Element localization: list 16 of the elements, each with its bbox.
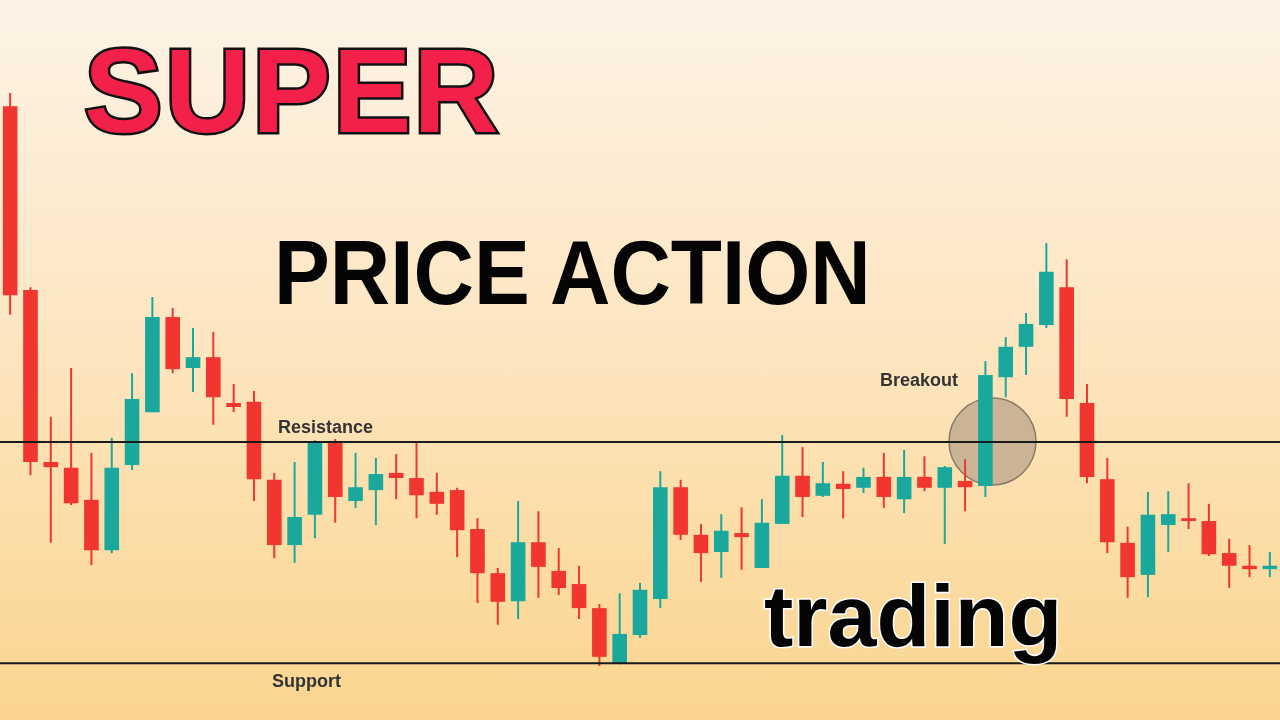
ref-line-label: Resistance bbox=[278, 416, 374, 437]
candlestick bbox=[917, 455, 932, 493]
candlestick bbox=[490, 567, 506, 626]
candlestick bbox=[673, 478, 688, 541]
candlestick bbox=[1221, 537, 1237, 590]
candlestick bbox=[531, 510, 546, 599]
candlestick bbox=[348, 451, 363, 509]
candlestick bbox=[856, 466, 871, 494]
annotation: trading bbox=[764, 566, 1063, 665]
candlestick bbox=[1181, 482, 1196, 531]
text: PRICE ACTION bbox=[274, 223, 871, 323]
annotation: Breakout bbox=[880, 370, 959, 390]
chart-title: SUPER bbox=[84, 25, 501, 157]
candlestick bbox=[937, 465, 953, 545]
ref-line-label: Support bbox=[272, 671, 341, 692]
candlestick bbox=[1160, 490, 1176, 553]
